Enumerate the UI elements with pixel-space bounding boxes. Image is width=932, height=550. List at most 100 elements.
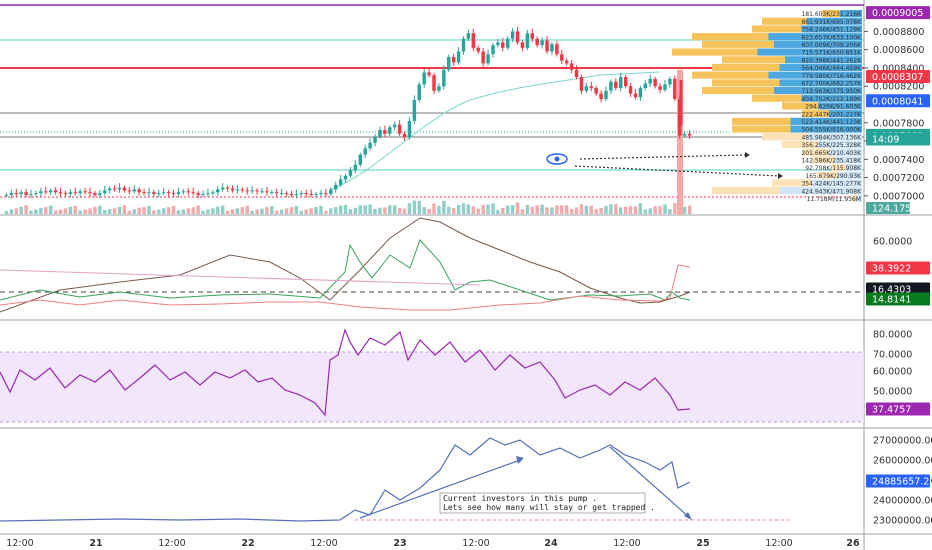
volume-bar	[673, 203, 677, 214]
vp-label: 779.580K/716.462K	[801, 73, 862, 80]
candle	[29, 194, 33, 196]
candle	[68, 192, 73, 195]
candle	[245, 190, 249, 192]
vp-sell-bar	[817, 171, 838, 179]
osc1-red-line	[0, 264, 691, 311]
candle	[176, 192, 181, 195]
volume-bar	[520, 209, 525, 214]
candle	[88, 192, 92, 194]
eye-icon[interactable]	[546, 153, 568, 165]
candle	[456, 51, 461, 63]
volume-bar	[9, 209, 14, 214]
candle	[648, 78, 652, 84]
volume-bar	[122, 205, 127, 214]
candle	[589, 86, 593, 89]
candle	[437, 86, 441, 91]
volume-bar	[142, 207, 146, 214]
volume-bar	[564, 205, 569, 214]
volume-bar	[309, 208, 313, 214]
volume-profile: 181.603K/231.216K861.931K/695.078K758.24…	[672, 10, 862, 203]
price-tick: 0.0007800	[873, 118, 924, 129]
vp-buy-bar	[834, 156, 862, 164]
vp-buy-bar	[829, 148, 862, 156]
candle	[451, 56, 456, 63]
candle	[225, 187, 230, 189]
vp-label: 142.586K/235.418K	[801, 158, 862, 165]
time-tick: 26	[846, 538, 860, 549]
candle	[520, 42, 525, 48]
volume-bar	[486, 204, 490, 214]
svg-text:16.4303: 16.4303	[872, 285, 911, 296]
candle	[619, 77, 623, 89]
volume-bar	[373, 208, 377, 214]
candle	[152, 192, 156, 195]
volume-bar	[112, 208, 117, 214]
osc2-tick: 60.0000	[873, 367, 912, 378]
volume-bar	[78, 210, 82, 214]
time-tick: 12:00	[6, 538, 33, 549]
candle	[348, 170, 353, 176]
candle	[319, 193, 323, 195]
volume-bar	[39, 208, 43, 214]
volume-bar	[501, 208, 505, 214]
svg-text:37.4757: 37.4757	[872, 405, 911, 416]
volume-bar	[279, 209, 284, 214]
candle	[250, 190, 254, 192]
volume-bar	[157, 209, 161, 214]
vp-sell-bar	[772, 179, 813, 187]
volume-bar	[58, 209, 63, 214]
candle	[673, 78, 677, 100]
volume-bar	[432, 203, 436, 214]
volume-bar	[417, 201, 421, 214]
candle	[594, 88, 598, 94]
volume-bar	[333, 207, 338, 214]
vp-label: 485.984K/307.136K	[801, 134, 862, 141]
volume-bar	[88, 208, 92, 214]
candle	[161, 192, 166, 194]
volume-bar	[34, 209, 38, 214]
vp-buy-bar	[779, 63, 862, 71]
candle	[397, 124, 402, 134]
svg-text:14:09: 14:09	[872, 135, 899, 146]
vp-buy-bar	[829, 110, 862, 118]
vp-sell-bar	[752, 94, 802, 102]
volume-bar	[614, 204, 618, 214]
candle	[638, 88, 643, 98]
volume-bar	[451, 208, 456, 214]
price-badge: 0.0009005	[866, 6, 930, 20]
vp-buy-bar	[856, 194, 862, 202]
volume-bar	[466, 204, 471, 214]
time-tick: 23	[393, 538, 406, 549]
vp-label: 354.424K/145.277K	[801, 181, 862, 188]
vp-buy-bar	[840, 10, 862, 18]
vp-sell-bar	[782, 140, 818, 148]
candle	[289, 194, 294, 196]
candle	[201, 194, 205, 196]
volume-bar	[663, 204, 667, 214]
osc1-tick: 60.0000	[873, 237, 912, 248]
candle	[564, 60, 569, 64]
candle	[614, 81, 618, 89]
osc1-badge: 16.4303	[866, 282, 930, 296]
time-axis[interactable]: 12:00 21 12:00 22 12:00 23 12:00 24 12:00 25 12:00…	[6, 538, 860, 549]
time-tick: 21	[89, 538, 102, 549]
vp-label: 404.752K/212.189K	[801, 96, 862, 103]
candle	[432, 75, 436, 91]
candle	[628, 86, 633, 94]
vp-label: 11.718M/11.936M	[807, 196, 861, 203]
volume-bar	[461, 203, 466, 214]
volume-bar	[117, 206, 122, 214]
volume-bar	[491, 203, 495, 214]
volume-bar	[510, 205, 515, 214]
volume-bar	[392, 205, 397, 214]
candle	[540, 40, 544, 46]
volume-bar	[220, 205, 225, 214]
candle	[368, 142, 372, 149]
osc3-tick: 24000000.0000	[873, 496, 932, 507]
time-tick: 12:00	[310, 538, 337, 549]
time-tick: 24	[544, 538, 558, 549]
vp-label: 523.414K/441.123K	[801, 119, 862, 126]
vp-sell-bar	[712, 79, 780, 87]
